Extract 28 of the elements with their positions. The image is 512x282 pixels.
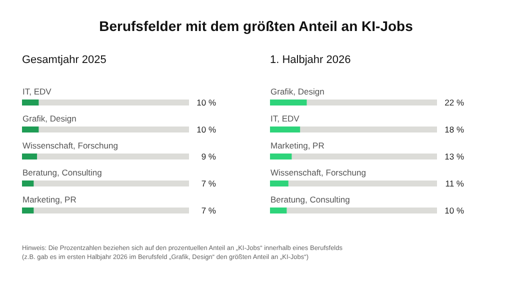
category-label: Grafik, Design (270, 86, 324, 96)
category-label: Beratung, Consulting (22, 168, 102, 178)
category-label: Marketing, PR (270, 140, 324, 150)
category-label: IT, EDV (270, 114, 300, 124)
category-label: Marketing, PR (22, 194, 76, 204)
data-label: 11 % (445, 178, 464, 188)
bar (270, 208, 287, 214)
bar (270, 154, 292, 160)
data-label: 18 % (444, 124, 464, 134)
chart-subtitle: 1. Halbjahr 2026 (270, 54, 351, 66)
data-label: 10 % (444, 206, 464, 216)
data-label: 22 % (444, 98, 464, 108)
category-label: Wissenschaft, Forschung (22, 140, 118, 150)
bar (270, 100, 307, 106)
chart-subtitle: Gesamtjahr 2025 (22, 54, 106, 66)
data-label: 13 % (444, 152, 464, 162)
text: Berufsfelder mit dem größten Anteil an KI-Jobs (98, 17, 414, 36)
data-label: 7 % (201, 206, 216, 216)
data-label: 10 % (196, 124, 216, 134)
data-label: 9 % (201, 152, 216, 162)
bar (270, 126, 300, 132)
bar (270, 180, 288, 186)
category-label: Beratung, Consulting (270, 194, 350, 204)
data-label: 10 % (196, 98, 216, 108)
category-label: IT, EDV (22, 86, 52, 96)
category-label: Grafik, Design (22, 114, 76, 124)
category-label: Wissenschaft, Forschung (270, 168, 366, 178)
data-label: 7 % (201, 178, 216, 188)
